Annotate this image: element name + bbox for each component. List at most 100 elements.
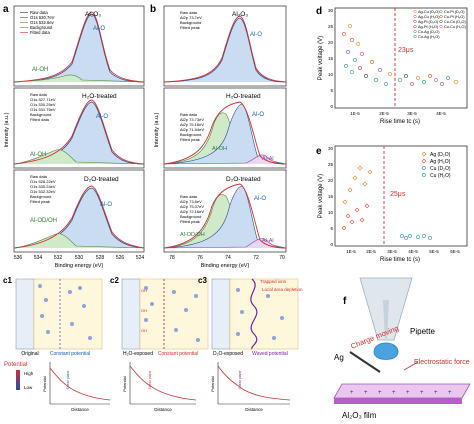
b-ylabel: Intensity (a.u.) xyxy=(154,112,160,147)
d-xticks: 1E-5 2E-5 3E-5 4E-5 xyxy=(350,111,446,116)
e-xticks: 1E-5 2E-5 3E-5 4E-5 5E-5 6E-5 xyxy=(346,249,460,254)
svg-text:536: 536 xyxy=(14,255,23,261)
svg-text:O1s 531.75eV: O1s 531.75eV xyxy=(30,107,56,112)
svg-text:Raw data: Raw data xyxy=(180,194,198,199)
c2-ions xyxy=(144,286,200,342)
c2-graph-ylabel: Potential xyxy=(122,376,127,392)
svg-text:Raw data: Raw data xyxy=(180,112,198,117)
a2-title: H₂O-treated xyxy=(82,93,117,100)
svg-text:Ag (D₂O): Ag (D₂O) xyxy=(430,152,451,158)
svg-text:+: + xyxy=(406,390,410,396)
svg-text:5: 5 xyxy=(330,88,333,93)
svg-text:10: 10 xyxy=(328,210,334,215)
a2-peak-aloh xyxy=(13,149,145,165)
svg-text:Al2p 75.07eV: Al2p 75.07eV xyxy=(180,204,204,209)
potential-legend: Potential High Low xyxy=(4,362,34,390)
svg-text:Fitted peak: Fitted peak xyxy=(180,137,200,142)
force-arrow xyxy=(403,361,419,371)
svg-text:530: 530 xyxy=(75,255,84,261)
svg-text:Cu-Ag (H₂O): Cu-Ag (H₂O) xyxy=(418,35,440,39)
c1-ions xyxy=(38,284,92,340)
c3-waved-line xyxy=(250,278,258,350)
svg-text:2E-5: 2E-5 xyxy=(366,249,376,254)
svg-text:Ag-Cu (H₂O): Ag-Cu (H₂O) xyxy=(418,15,440,19)
panel-a2-frame xyxy=(13,87,145,169)
svg-text:Cu-Cu (D₂O): Cu-Cu (D₂O) xyxy=(444,20,466,24)
svg-text:25: 25 xyxy=(328,24,334,29)
svg-text:O1s 532.32eV: O1s 532.32eV xyxy=(30,189,56,194)
a1-peak-aloh xyxy=(13,74,145,83)
d-xlabel: Rise time tᴄ (s) xyxy=(380,119,420,125)
c3-caption-exposed: D₂O-exposed xyxy=(213,351,243,357)
svg-text:5: 5 xyxy=(330,226,333,231)
e-yticks: 0 5 10 15 20 25 30 xyxy=(328,146,334,247)
c3-annotation-trapped: Trapped ions xyxy=(260,279,287,284)
a-ylabel: Intensity (a.u.) xyxy=(4,112,10,147)
e-plot-frame xyxy=(334,145,468,247)
panel-a1-frame xyxy=(13,5,145,87)
svg-text:4E-5: 4E-5 xyxy=(408,249,418,254)
panel-c1-label: c1 xyxy=(3,276,12,285)
svg-text:Cu (H₂O): Cu (H₂O) xyxy=(430,173,451,179)
c1-graph-xlabel: Distance xyxy=(71,407,89,412)
svg-text:O1s 530.25eV: O1s 530.25eV xyxy=(30,102,56,107)
svg-text:30: 30 xyxy=(328,146,334,151)
panel-a3-frame xyxy=(13,169,145,253)
a1-peak-alo xyxy=(13,13,145,83)
svg-text:O1s 530.24eV: O1s 530.24eV xyxy=(30,184,56,189)
c1-substrate xyxy=(15,278,35,350)
panel-c: c1 Original Constant potential c2 OHOHOH… xyxy=(3,276,303,412)
svg-text:Fitted data: Fitted data xyxy=(30,117,50,122)
svg-text:OH: OH xyxy=(141,328,147,333)
panel-b: b Raw data Al2p 73.7eV Background Fitted… xyxy=(150,4,287,269)
a3-legend: Raw data O1s 528.22eV O1s 530.24eV O1s 5… xyxy=(30,174,56,204)
svg-text:Ag-Pt (H₂O): Ag-Pt (H₂O) xyxy=(418,25,439,29)
a1-label-alo: Al-O xyxy=(93,26,105,32)
c3-ions xyxy=(236,288,284,340)
e-ylabel: Peak voltage (V) xyxy=(318,174,324,218)
c1-graph-ylabel: Potential xyxy=(42,376,47,392)
b3-peak-alal xyxy=(163,238,287,249)
svg-text:Raw data: Raw data xyxy=(30,10,48,15)
svg-text:Fitted peak: Fitted peak xyxy=(180,25,200,30)
a-xticks: 536 534 532 530 528 526 524 xyxy=(14,255,145,261)
svg-text:O1s 532.6ev: O1s 532.6ev xyxy=(30,20,55,25)
panel-b-letter: b xyxy=(150,4,156,15)
film-base xyxy=(334,398,462,404)
svg-text:Al2p 75.16eV: Al2p 75.16eV xyxy=(180,122,204,127)
svg-text:72: 72 xyxy=(253,255,259,261)
d-points xyxy=(342,24,458,86)
svg-text:25: 25 xyxy=(328,162,334,167)
d-threshold-label: 23μs xyxy=(398,47,414,54)
c2-substrate xyxy=(121,278,141,350)
svg-text:+: + xyxy=(378,390,382,396)
b-xlabel: Binding energy (eV) xyxy=(201,263,250,269)
b2-title: H₂O-treated xyxy=(226,93,261,100)
c2-graph-xlabel: Distance xyxy=(154,407,172,412)
a3-label-alo: Al-O xyxy=(100,202,112,208)
c2-oh-groups: OH OH OH xyxy=(141,288,147,333)
potential-high: High xyxy=(24,371,34,376)
b2-legend: Raw data Al2p 73.73eV Al2p 75.16eV Al2p … xyxy=(180,112,204,142)
c1-caption-potential: Constant potential xyxy=(50,351,90,357)
potential-gradient-bar xyxy=(16,370,20,390)
c1-shear-plane-label: Shear plane xyxy=(66,371,70,390)
pipette-label: Pipette xyxy=(410,327,435,336)
c3-caption-potential: Waved potential xyxy=(252,351,288,357)
svg-text:Cu-Ag (D₂O): Cu-Ag (D₂O) xyxy=(418,30,440,34)
panel-b2-frame xyxy=(163,87,287,169)
c3-graph-ylabel: Potential xyxy=(210,376,215,392)
a3-fit xyxy=(13,185,145,249)
b3-label-alod: Al-OD/OH xyxy=(180,232,205,238)
electrostatic-label: Electrostatic force xyxy=(414,359,470,366)
ag-wire xyxy=(349,351,381,373)
d-ylabel: Peak voltage (V) xyxy=(318,36,324,80)
svg-text:O1s 530.7eV: O1s 530.7eV xyxy=(30,15,55,20)
svg-text:524: 524 xyxy=(136,255,145,261)
svg-text:Al2p 73.6eV: Al2p 73.6eV xyxy=(180,199,202,204)
svg-text:Al2p 73.73eV: Al2p 73.73eV xyxy=(180,117,204,122)
b3-legend: Raw data Al2p 73.6eV Al2p 75.07eV Al2p 7… xyxy=(180,194,204,224)
svg-text:+: + xyxy=(364,390,368,396)
panel-f: f Pipette Ag Charge moving Electrostatic… xyxy=(333,277,471,420)
